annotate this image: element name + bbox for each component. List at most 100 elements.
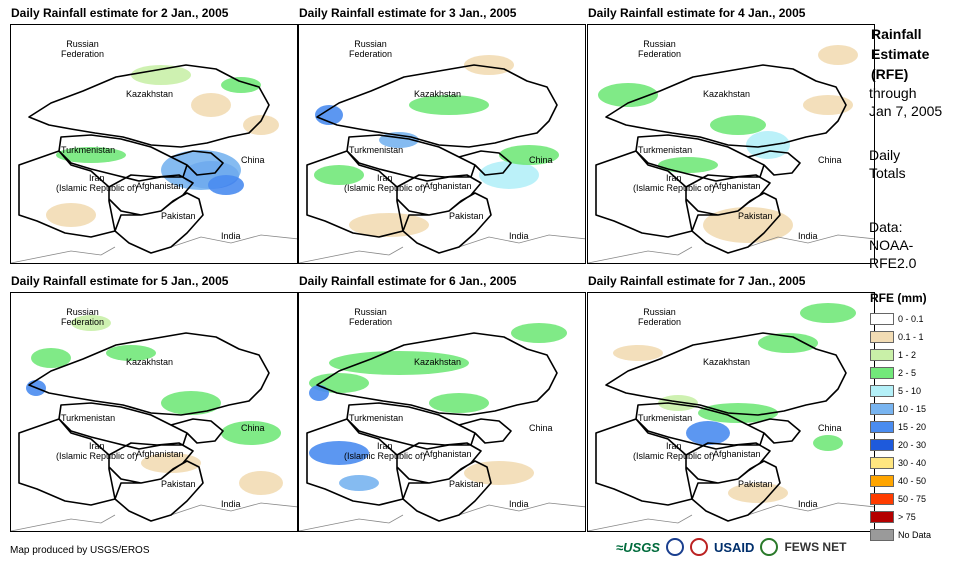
sidebar-through-date: through Jan 7, 2005	[869, 85, 943, 119]
country-label-india: India	[798, 231, 818, 241]
panel-title: Daily Rainfall estimate for 6 Jan., 2005	[299, 274, 517, 288]
legend-swatch	[870, 384, 894, 397]
rainfall-area	[309, 441, 369, 465]
country-borders	[306, 64, 558, 254]
legend-label: 10 - 15	[898, 403, 927, 414]
country-label-kazakhstan: Kazakhstan	[126, 357, 174, 367]
country-label-afghanistan: Afghanistan	[136, 449, 184, 459]
country-label-afghanistan: Afghanistan	[424, 181, 472, 191]
country-label-kazakhstan: Kazakhstan	[126, 89, 174, 99]
country-label-russia: Russian Federation	[61, 307, 105, 327]
country-label-russia: Russian Federation	[61, 39, 105, 59]
legend-item: 0.1 - 1	[870, 329, 924, 344]
country-label-pakistan: Pakistan	[449, 479, 484, 489]
country-label-china: China	[241, 423, 265, 433]
rainfall-map: Russian Federation Kazakhstan Turkmenistan…	[10, 292, 298, 532]
panel-title: Daily Rainfall estimate for 2 Jan., 2005	[11, 6, 229, 20]
rainfall-area	[800, 303, 856, 323]
rainfall-area	[106, 345, 156, 361]
legend-label: 1 - 2	[898, 349, 917, 360]
rainfall-area	[499, 145, 559, 165]
coastline	[588, 502, 874, 531]
country-label-india: India	[798, 499, 818, 509]
rainfall-area	[309, 385, 329, 401]
rainfall-area	[511, 323, 567, 343]
rainfall-map: Russian Federation Kazakhstan Turkmenistan…	[587, 24, 875, 264]
country-label-afghanistan: Afghanistan	[713, 449, 761, 459]
legend-swatch	[870, 474, 894, 487]
legend-swatch	[870, 528, 894, 541]
country-label-turkmenistan: Turkmenistan	[349, 413, 404, 423]
rainfall-area	[710, 115, 766, 135]
country-label-russia: Russian Federation	[349, 307, 393, 327]
country-borders	[306, 332, 558, 522]
rainfall-area	[208, 175, 244, 195]
legend-swatch	[870, 492, 894, 505]
country-label-china: China	[529, 155, 553, 165]
rainfall-area	[658, 395, 698, 411]
country-borders	[595, 64, 847, 254]
rainfall-map: Russian Federation Kazakhstan Turkmenistan…	[298, 292, 586, 532]
rainfall-area	[221, 77, 261, 93]
country-label-iran: Iran (Islamic Republic of)	[633, 441, 715, 461]
country-label-russia: Russian Federation	[349, 39, 393, 59]
legend-swatch	[870, 438, 894, 451]
country-label-turkmenistan: Turkmenistan	[61, 413, 116, 423]
legend-label: 0.1 - 1	[898, 331, 924, 342]
legend-item: 1 - 2	[870, 347, 916, 362]
legend-swatch	[870, 330, 894, 343]
coastline	[11, 234, 297, 263]
noaa-logo-icon	[665, 538, 684, 556]
legend-swatch	[870, 420, 894, 433]
legend-label: 50 - 75	[898, 493, 927, 504]
rainfall-area	[221, 421, 281, 445]
rainfall-area	[686, 421, 730, 445]
rainfall-area	[429, 393, 489, 413]
country-label-iran: Iran (Islamic Republic of)	[344, 173, 426, 193]
legend-title: RFE (mm)	[870, 291, 927, 305]
rainfall-area	[703, 207, 793, 243]
country-label-turkmenistan: Turkmenistan	[61, 145, 116, 155]
rainfall-area	[161, 391, 221, 415]
legend-label: 5 - 10	[898, 385, 922, 396]
legend-label: No Data	[898, 529, 932, 540]
country-label-kazakhstan: Kazakhstan	[414, 357, 462, 367]
legend-item: 20 - 30	[870, 437, 926, 452]
country-label-turkmenistan: Turkmenistan	[638, 145, 693, 155]
panel-title: Daily Rainfall estimate for 7 Jan., 2005	[588, 274, 806, 288]
fews-net-logo: FEWS NET	[784, 540, 847, 554]
country-label-india: India	[221, 499, 241, 509]
legend-item: > 75	[870, 509, 916, 524]
legend-item: 2 - 5	[870, 365, 916, 380]
country-label-kazakhstan: Kazakhstan	[703, 357, 751, 367]
country-label-pakistan: Pakistan	[161, 211, 196, 221]
country-label-pakistan: Pakistan	[161, 479, 196, 489]
coastline	[11, 502, 297, 531]
coastline	[299, 502, 585, 531]
legend-swatch	[870, 366, 894, 379]
country-label-india: India	[509, 499, 529, 509]
rainfall-area	[31, 348, 71, 368]
country-label-pakistan: Pakistan	[738, 479, 773, 489]
legend-item: 30 - 40	[870, 455, 926, 470]
panel-title: Daily Rainfall estimate for 4 Jan., 2005	[588, 6, 806, 20]
legend-label: 30 - 40	[898, 457, 927, 468]
rainfall-area	[71, 315, 111, 331]
rainfall-map: Russian Federation Kazakhstan Turkmenistan…	[587, 292, 875, 532]
legend-label: 20 - 30	[898, 439, 927, 450]
globe-icon	[760, 538, 779, 556]
rainfall-map: Russian Federation Kazakhstan Turkmenistan…	[10, 24, 298, 264]
rainfall-area	[818, 45, 858, 65]
country-label-iran: Iran (Islamic Republic of)	[56, 173, 138, 193]
legend-swatch	[870, 312, 894, 325]
country-label-afghanistan: Afghanistan	[713, 181, 761, 191]
rainfall-area	[349, 213, 429, 237]
coastline	[588, 234, 874, 263]
rainfall-area	[464, 461, 534, 485]
legend-item: 50 - 75	[870, 491, 926, 506]
rainfall-area	[329, 351, 469, 375]
legend-item: 5 - 10	[870, 383, 921, 398]
legend-swatch	[870, 348, 894, 361]
country-label-turkmenistan: Turkmenistan	[638, 413, 693, 423]
rainfall-area	[464, 55, 514, 75]
